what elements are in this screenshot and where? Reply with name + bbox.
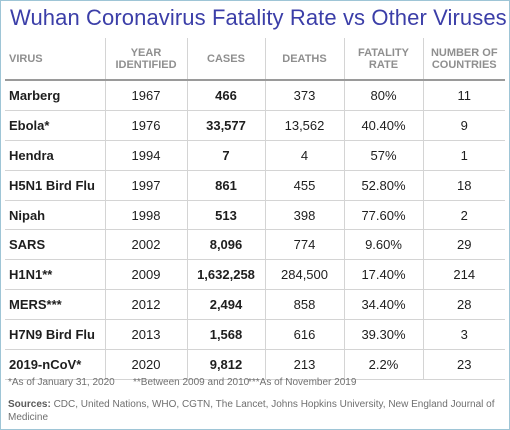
cell-deaths: 213	[264, 349, 344, 380]
cell-fatality-rate: 34.40%	[343, 289, 423, 320]
cell-virus: Ebola*	[5, 109, 105, 141]
cell-virus: H5N1 Bird Flu	[5, 169, 105, 201]
cell-cases: 1,632,258	[186, 259, 265, 290]
header-cases: CASES	[186, 38, 265, 81]
cell-fatality-rate: 9.60%	[343, 229, 423, 260]
table-body: Marberg 1967 466 373 80% 11 Ebola* 1976 33,577 13…	[5, 80, 505, 380]
cell-fatality-rate: 40.40%	[343, 109, 423, 141]
cell-cases: 2,494	[186, 289, 265, 320]
cell-year: 2009	[104, 259, 187, 290]
cell-deaths: 284,500	[264, 259, 344, 290]
sources: Sources: CDC, United Nations, WHO, CGTN,…	[8, 398, 503, 424]
table-row: Ebola* 1976 33,577 13,562 40.40% 9	[5, 109, 505, 141]
cell-deaths: 774	[264, 229, 344, 260]
table-row: Hendra 1994 7 4 57% 1	[5, 139, 505, 171]
chart-title: Wuhan Coronavirus Fatality Rate vs Other…	[10, 5, 507, 30]
table-row: MERS*** 2012 2,494 858 34.40% 28	[5, 289, 505, 320]
cell-year: 2012	[104, 289, 187, 320]
table-row: Marberg 1967 466 373 80% 11	[5, 80, 505, 111]
cell-deaths: 858	[264, 289, 344, 320]
footnote-january: *As of January 31, 2020	[8, 377, 115, 388]
cell-countries: 23	[422, 349, 505, 380]
table-row: H5N1 Bird Flu 1997 861 455 52.80% 18	[5, 169, 505, 201]
cell-year: 1994	[104, 139, 187, 171]
header-deaths: DEATHS	[264, 38, 344, 81]
cell-year: 1967	[104, 80, 187, 111]
cell-virus: MERS***	[5, 289, 105, 320]
cell-year: 1976	[104, 109, 187, 141]
footnote-mers: ***As of November 2019	[248, 377, 357, 388]
cell-year: 2020	[104, 349, 187, 380]
header-countries: NUMBER OF COUNTRIES	[422, 38, 505, 81]
cell-virus: Hendra	[5, 139, 105, 171]
cell-virus: Nipah	[5, 199, 105, 230]
header-year: YEAR IDENTIFIED	[104, 38, 187, 81]
cell-deaths: 455	[264, 169, 344, 201]
table-row: 2019-nCoV* 2020 9,812 213 2.2% 23	[5, 349, 505, 380]
cell-fatality-rate: 39.30%	[343, 319, 423, 350]
cell-cases: 861	[186, 169, 265, 201]
cell-deaths: 398	[264, 199, 344, 230]
table-row: SARS 2002 8,096 774 9.60% 29	[5, 229, 505, 260]
cell-countries: 29	[422, 229, 505, 260]
cell-year: 1997	[104, 169, 187, 201]
cell-fatality-rate: 2.2%	[343, 349, 423, 380]
table-row: H1N1** 2009 1,632,258 284,500 17.40% 214	[5, 259, 505, 290]
cell-cases: 33,577	[186, 109, 265, 141]
cell-deaths: 4	[264, 139, 344, 171]
cell-cases: 9,812	[186, 349, 265, 380]
cell-virus: 2019-nCoV*	[5, 349, 105, 380]
cell-year: 2013	[104, 319, 187, 350]
cell-cases: 513	[186, 199, 265, 230]
cell-deaths: 373	[264, 80, 344, 111]
cell-year: 1998	[104, 199, 187, 230]
cell-cases: 1,568	[186, 319, 265, 350]
header-virus: VIRUS	[5, 38, 105, 81]
cell-virus: Marberg	[9, 87, 61, 103]
cell-cases: 466	[186, 80, 265, 111]
cell-cases: 8,096	[186, 229, 265, 260]
cell-cases: 7	[186, 139, 265, 171]
cell-fatality-rate: 57%	[343, 139, 423, 171]
cell-countries: 2	[422, 199, 505, 230]
cell-fatality-rate: 80%	[343, 80, 423, 111]
cell-deaths: 13,562	[264, 109, 344, 141]
cell-countries: 11	[422, 80, 505, 111]
cell-virus: SARS	[5, 229, 105, 260]
table-row: Nipah 1998 513 398 77.60% 2	[5, 199, 505, 230]
cell-countries: 3	[422, 319, 505, 350]
sources-text: CDC, United Nations, WHO, CGTN, The Lanc…	[8, 399, 495, 423]
cell-virus: H1N1**	[5, 259, 105, 290]
cell-countries: 9	[422, 109, 505, 141]
cell-deaths: 616	[264, 319, 344, 350]
cell-countries: 214	[422, 259, 505, 290]
table-header-row: VIRUS YEAR IDENTIFIED CASES DEATHS FATAL…	[5, 38, 505, 81]
cell-fatality-rate: 77.60%	[343, 199, 423, 230]
cell-year: 2002	[104, 229, 187, 260]
cell-countries: 1	[422, 139, 505, 171]
virus-table: VIRUS YEAR IDENTIFIED CASES DEATHS FATAL…	[5, 38, 505, 380]
sources-label: Sources:	[8, 399, 51, 410]
cell-virus: H7N9 Bird Flu	[5, 319, 105, 350]
footnote-h1n1: **Between 2009 and 2010	[133, 377, 250, 388]
table-row: H7N9 Bird Flu 2013 1,568 616 39.30% 3	[5, 319, 505, 350]
cell-countries: 18	[422, 169, 505, 201]
footnotes: *As of January 31, 2020 **Between 2009 an…	[8, 377, 356, 388]
cell-countries: 28	[422, 289, 505, 320]
cell-fatality-rate: 52.80%	[343, 169, 423, 201]
cell-fatality-rate: 17.40%	[343, 259, 423, 290]
header-fatality-rate: FATALITY RATE	[343, 38, 423, 81]
